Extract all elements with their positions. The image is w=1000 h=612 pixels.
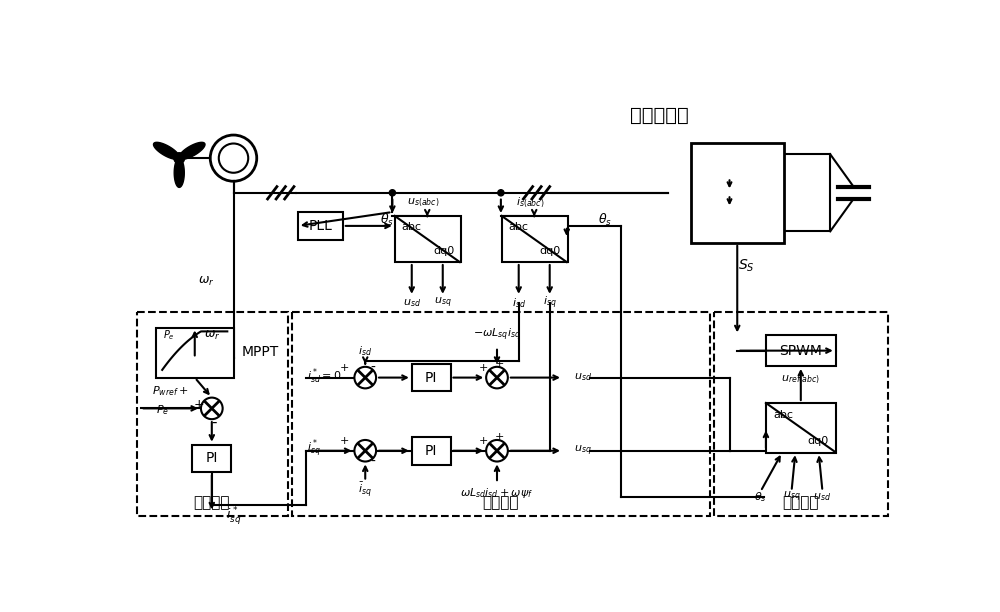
Text: 脉冲调制: 脉冲调制 xyxy=(783,495,819,510)
Circle shape xyxy=(389,190,395,196)
Circle shape xyxy=(486,440,508,461)
Text: +: + xyxy=(478,364,488,373)
Text: $u_{ref(abc)}$: $u_{ref(abc)}$ xyxy=(781,374,820,386)
Bar xyxy=(156,327,234,378)
Polygon shape xyxy=(179,143,205,159)
Text: 机侧变换器: 机侧变换器 xyxy=(630,106,689,125)
Text: +: + xyxy=(495,432,504,442)
Text: $u_{sq}$: $u_{sq}$ xyxy=(434,296,452,310)
Text: $P_e$: $P_e$ xyxy=(156,403,169,417)
Bar xyxy=(412,364,450,392)
Circle shape xyxy=(174,153,185,163)
Text: +: + xyxy=(193,398,204,411)
Bar xyxy=(137,312,288,516)
Text: +: + xyxy=(495,359,504,368)
Circle shape xyxy=(354,367,376,389)
Text: $\theta_s$: $\theta_s$ xyxy=(380,212,394,228)
Bar xyxy=(766,335,836,366)
Text: +: + xyxy=(478,436,488,447)
Text: $u_{sq}$: $u_{sq}$ xyxy=(783,490,800,504)
Text: $u_{s(abc)}$: $u_{s(abc)}$ xyxy=(407,196,440,209)
Text: $\bar{i}_{sq}$: $\bar{i}_{sq}$ xyxy=(358,480,372,499)
Text: $i_{sq}$: $i_{sq}$ xyxy=(543,295,557,311)
Text: $P_{wref}+$: $P_{wref}+$ xyxy=(152,384,189,398)
Text: PI: PI xyxy=(425,444,437,458)
Bar xyxy=(192,444,231,472)
Bar xyxy=(502,216,568,262)
Bar xyxy=(298,212,343,240)
Circle shape xyxy=(354,440,376,461)
Bar xyxy=(691,143,784,243)
Text: $\theta_s$: $\theta_s$ xyxy=(754,490,767,504)
Text: -: - xyxy=(371,361,375,375)
Text: $\omega L_{sd}i_{sd}+\omega\psi_f$: $\omega L_{sd}i_{sd}+\omega\psi_f$ xyxy=(460,486,534,500)
Text: +: + xyxy=(340,436,349,447)
Circle shape xyxy=(498,190,504,196)
Text: $\theta_s$: $\theta_s$ xyxy=(598,212,613,228)
Circle shape xyxy=(201,398,223,419)
Text: abc: abc xyxy=(401,222,421,232)
Circle shape xyxy=(486,367,508,389)
Text: MPPT: MPPT xyxy=(242,345,279,359)
Text: $u_{sd}$: $u_{sd}$ xyxy=(574,371,593,384)
Text: 电流内环: 电流内环 xyxy=(483,495,519,510)
Text: $\omega_r$: $\omega_r$ xyxy=(204,329,220,341)
Text: $i_{s(abc)}$: $i_{s(abc)}$ xyxy=(516,196,545,210)
Text: -: - xyxy=(371,455,375,469)
Text: abc: abc xyxy=(508,222,528,232)
Text: $P_e$: $P_e$ xyxy=(163,329,174,342)
Text: 功率外环: 功率外环 xyxy=(194,495,230,510)
Bar xyxy=(714,312,888,516)
Polygon shape xyxy=(174,158,184,187)
Bar xyxy=(412,437,450,465)
Text: PLL: PLL xyxy=(308,219,332,233)
Text: $i_{sd}$: $i_{sd}$ xyxy=(358,344,372,357)
Text: dq0: dq0 xyxy=(433,246,454,256)
Circle shape xyxy=(219,143,248,173)
Text: dq0: dq0 xyxy=(807,436,828,446)
Text: $-\omega L_{sq}i_{sq}$: $-\omega L_{sq}i_{sq}$ xyxy=(473,327,521,343)
Text: $u_{sd}$: $u_{sd}$ xyxy=(403,297,421,309)
Text: $i_{sq}^*$: $i_{sq}^*$ xyxy=(226,505,241,527)
Text: PI: PI xyxy=(425,371,437,384)
Bar xyxy=(395,216,461,262)
Text: -: - xyxy=(211,415,217,430)
Text: PI: PI xyxy=(206,452,218,466)
Text: $i_{sd}$: $i_{sd}$ xyxy=(512,296,526,310)
Bar xyxy=(292,312,710,516)
Bar xyxy=(766,403,836,453)
Text: $i_{sq}^*$: $i_{sq}^*$ xyxy=(307,438,321,460)
Circle shape xyxy=(210,135,257,181)
Text: $S_S$: $S_S$ xyxy=(738,258,755,274)
Text: abc: abc xyxy=(774,409,794,420)
Polygon shape xyxy=(154,143,179,159)
Text: SPWM: SPWM xyxy=(779,344,822,357)
Text: dq0: dq0 xyxy=(540,246,561,256)
Text: +: + xyxy=(340,364,349,373)
Text: $u_{sq}$: $u_{sq}$ xyxy=(574,444,592,458)
Text: $u_{sd}$: $u_{sd}$ xyxy=(813,491,832,503)
Text: $i_{sd}^*=0$: $i_{sd}^*=0$ xyxy=(307,366,341,386)
Text: $\omega_r$: $\omega_r$ xyxy=(198,275,215,288)
